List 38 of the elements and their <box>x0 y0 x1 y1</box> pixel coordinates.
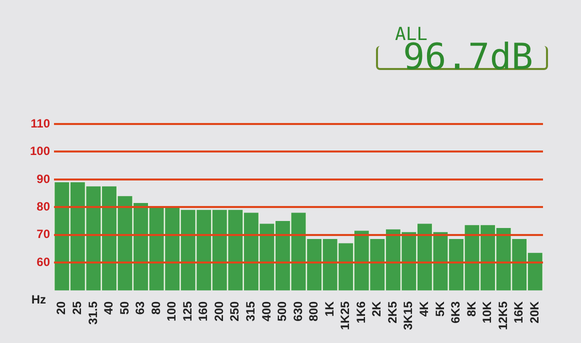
x-tick-label: 800 <box>306 300 321 322</box>
y-tick-label: 60 <box>36 254 50 269</box>
x-tick-label: 500 <box>275 300 290 322</box>
x-tick-label: 2K5 <box>385 300 400 324</box>
x-tick-label: 8K <box>464 300 478 317</box>
x-tick-label: 100 <box>164 300 179 322</box>
x-tick-label: 630 <box>290 300 305 322</box>
x-tick-label: 16K <box>512 300 526 324</box>
x-tick-label: 315 <box>244 300 258 322</box>
y-tick-label: 100 <box>30 144 50 158</box>
x-axis-title: Hz <box>31 292 46 307</box>
y-tick-label: 80 <box>36 199 50 214</box>
x-tick-label: 200 <box>212 300 226 322</box>
x-tick-label: 63 <box>133 301 148 315</box>
x-tick-label: 50 <box>117 301 132 315</box>
x-tick-label: 125 <box>180 300 194 322</box>
x-tick-label: 4K <box>417 300 432 317</box>
x-tick-label: 160 <box>196 300 210 322</box>
x-tick-label: 1K6 <box>354 300 368 324</box>
x-tick-label: 1K <box>322 300 336 317</box>
y-tick-label: 90 <box>36 172 50 186</box>
x-tick-label: 25 <box>70 301 84 315</box>
x-tick-label: 1K25 <box>338 300 352 330</box>
x-tick-label: 20K <box>527 300 542 324</box>
y-tick-label: 110 <box>30 116 50 130</box>
x-tick-label: 400 <box>259 300 274 322</box>
x-tick-label: 5K <box>432 300 447 317</box>
x-tick-label: 20 <box>54 301 68 315</box>
x-tick-label: 80 <box>148 301 163 315</box>
x-tick-label: 10K <box>480 300 494 324</box>
x-tick-label: 3K15 <box>401 300 416 330</box>
x-tick-label: 31.5 <box>86 300 100 325</box>
x-tick-label: 40 <box>102 301 116 315</box>
x-tick-label: 12K5 <box>496 300 510 330</box>
x-tick-label: 250 <box>228 300 242 322</box>
x-tick-label: 2K <box>370 300 384 317</box>
y-tick-label: 70 <box>36 227 50 242</box>
x-tick-label: 6K3 <box>448 300 463 324</box>
